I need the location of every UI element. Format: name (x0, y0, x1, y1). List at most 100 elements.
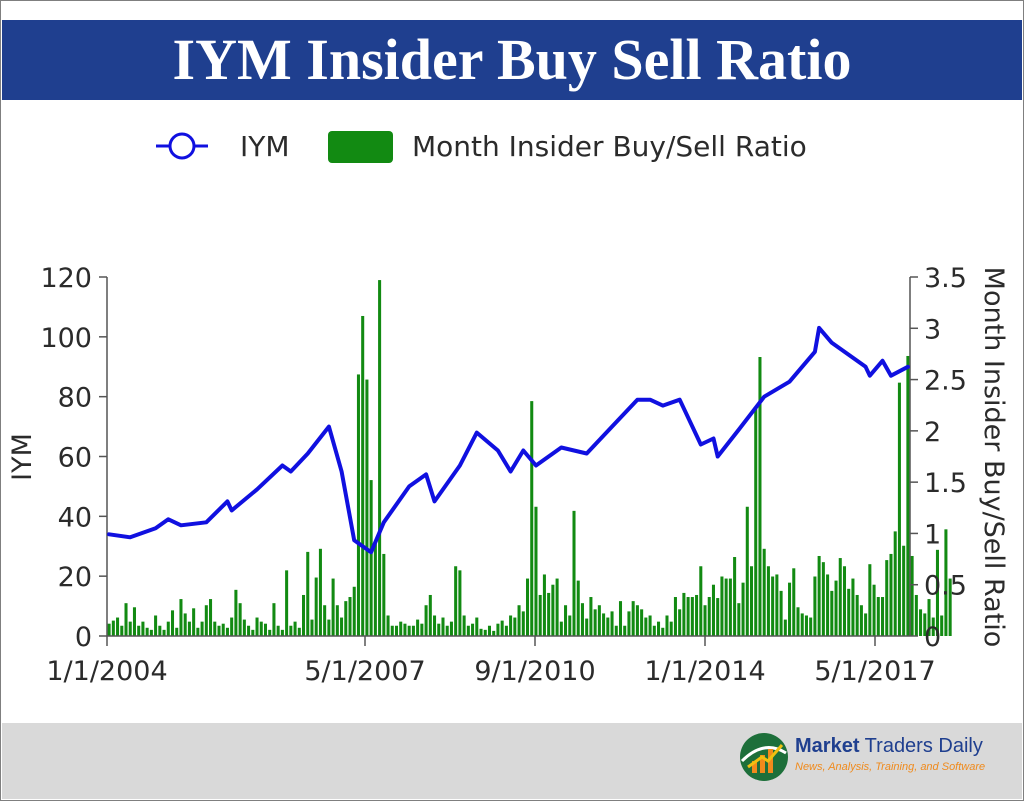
bar (166, 621, 170, 636)
left-tick-label: 0 (75, 622, 92, 653)
bar (673, 597, 677, 636)
line-series (107, 325, 910, 555)
bar (466, 625, 470, 636)
bar (263, 623, 268, 636)
bar (145, 627, 149, 636)
right-tick-label: 1 (924, 519, 941, 550)
bar (821, 562, 825, 636)
legend-label-ratio: Month Insider Buy/Sell Ratio (412, 130, 807, 163)
bar (475, 617, 479, 636)
bar (893, 531, 897, 636)
bar (356, 374, 360, 636)
bar (555, 578, 559, 636)
left-tick-label: 40 (58, 502, 92, 533)
bar (141, 621, 145, 636)
left-tick-label: 120 (40, 263, 92, 294)
bar (927, 599, 931, 636)
bar (217, 625, 221, 636)
bar (200, 621, 204, 636)
bar (855, 594, 859, 636)
bar (251, 629, 255, 636)
bar (864, 613, 868, 636)
bar (775, 574, 779, 636)
bar (678, 609, 682, 636)
x-tick-label: 5/1/2007 (304, 656, 425, 687)
bar (162, 629, 166, 636)
bar (492, 630, 496, 636)
bar (783, 619, 787, 636)
bar (589, 597, 593, 636)
bar (724, 578, 728, 636)
bar (944, 529, 948, 636)
bar (868, 564, 872, 636)
legend-bar-swatch (328, 131, 393, 163)
bar (416, 619, 420, 636)
bar (771, 576, 775, 636)
bar (695, 594, 699, 636)
bar (526, 578, 530, 636)
bar (293, 621, 297, 636)
bar (297, 627, 301, 636)
bar (183, 613, 187, 636)
bar (572, 510, 576, 636)
bar-series (107, 280, 952, 636)
bar (411, 625, 415, 636)
bar (107, 623, 111, 636)
bar (703, 605, 707, 636)
bar (424, 605, 428, 636)
bar (834, 580, 838, 636)
bar (111, 620, 115, 636)
bar (302, 594, 306, 636)
chart-title: IYM Insider Buy Sell Ratio (172, 27, 852, 92)
bar (361, 315, 365, 636)
bar (618, 601, 623, 636)
bar (699, 566, 703, 636)
bar (149, 629, 153, 636)
bar (500, 620, 504, 636)
bar (407, 625, 411, 636)
bar (209, 599, 213, 636)
bar (225, 627, 229, 636)
bar (606, 617, 610, 636)
bar (280, 629, 284, 636)
bar (568, 615, 572, 636)
bar (247, 625, 251, 636)
bar (428, 594, 432, 636)
bar (830, 590, 834, 636)
footer (2, 723, 1022, 799)
bar (538, 594, 542, 636)
bar (576, 580, 580, 636)
bar (792, 568, 796, 636)
bar (348, 597, 352, 636)
bar (817, 555, 821, 636)
bar (872, 584, 876, 636)
bar (661, 627, 665, 636)
bar (644, 617, 648, 636)
bar (635, 605, 639, 636)
iym-line (107, 325, 910, 555)
bar (623, 625, 627, 636)
bar (914, 594, 918, 636)
bar (766, 566, 770, 636)
bar (749, 566, 754, 636)
bar (889, 553, 893, 636)
bar (268, 629, 272, 636)
bar (876, 597, 880, 636)
bar (120, 625, 124, 636)
bar (517, 605, 521, 636)
bar (754, 408, 758, 636)
bar (551, 584, 555, 636)
bar (728, 578, 732, 636)
bar (340, 617, 344, 636)
bar (648, 615, 652, 636)
bar (204, 605, 208, 636)
bar (842, 566, 847, 636)
bar (230, 617, 234, 636)
bar (923, 613, 927, 636)
bar (813, 576, 817, 636)
axes: 0 20 40 60 80 100 120 0 0.5 1 1.5 2 2.5 3 3.5 1/1/2004 5… (7, 263, 1009, 687)
bar (454, 566, 458, 636)
bar (124, 603, 128, 636)
left-tick-label: 80 (58, 383, 92, 414)
